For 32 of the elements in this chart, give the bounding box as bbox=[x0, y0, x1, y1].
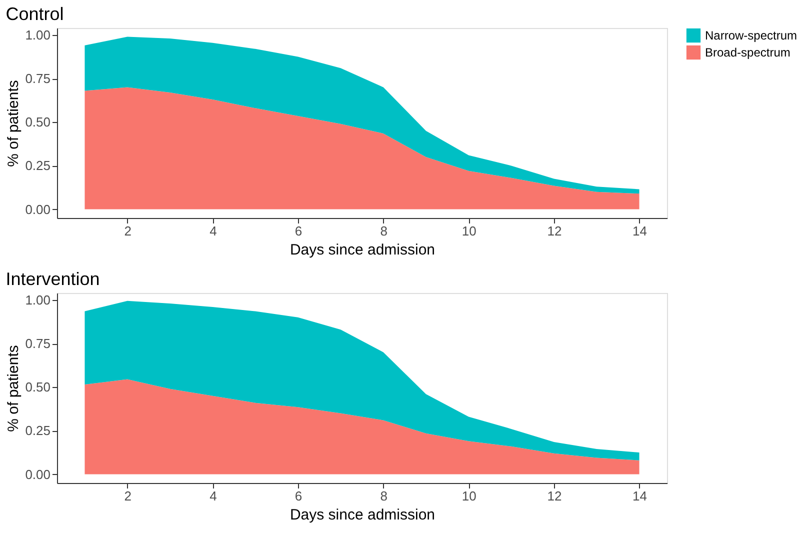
x-tick-label: 10 bbox=[462, 488, 476, 504]
y-axis-title: % of patients bbox=[5, 80, 22, 167]
y-tick-label: 1.00 bbox=[25, 292, 50, 308]
x-tick-label: 6 bbox=[294, 224, 302, 238]
legend-label: Broad-spectrum bbox=[705, 46, 790, 60]
x-tick-label: 12 bbox=[547, 224, 562, 238]
x-tick-label: 4 bbox=[210, 488, 217, 504]
chart-title: Control bbox=[6, 4, 64, 24]
x-tick-label: 6 bbox=[294, 488, 302, 504]
x-tick-label: 14 bbox=[632, 224, 648, 238]
y-tick-label: 0.25 bbox=[25, 423, 50, 438]
x-axis-title: Days since admission bbox=[290, 242, 436, 258]
x-tick-label: 14 bbox=[632, 488, 648, 504]
x-tick-label: 2 bbox=[124, 488, 132, 504]
y-tick-label: 0.00 bbox=[25, 202, 50, 217]
y-tick-label: 0.75 bbox=[25, 71, 50, 86]
chart-title: Intervention bbox=[6, 269, 100, 289]
x-tick-label: 10 bbox=[462, 224, 476, 238]
x-tick-label: 4 bbox=[210, 224, 217, 238]
x-tick-label: 8 bbox=[380, 224, 388, 238]
x-tick-label: 12 bbox=[547, 488, 562, 504]
x-axis-title: Days since admission bbox=[290, 506, 436, 524]
y-tick-label: 0.00 bbox=[25, 466, 50, 482]
y-tick-label: 0.50 bbox=[25, 380, 50, 395]
y-tick-label: 0.75 bbox=[25, 336, 50, 352]
x-tick-label: 2 bbox=[124, 224, 132, 238]
x-tick-label: 8 bbox=[380, 488, 388, 504]
legend-label: Narrow-spectrum bbox=[705, 28, 798, 42]
y-axis-title: % of patients bbox=[5, 345, 22, 432]
y-tick-label: 0.50 bbox=[25, 114, 50, 130]
y-tick-label: 0.25 bbox=[25, 158, 50, 174]
y-tick-label: 1.00 bbox=[25, 27, 50, 42]
